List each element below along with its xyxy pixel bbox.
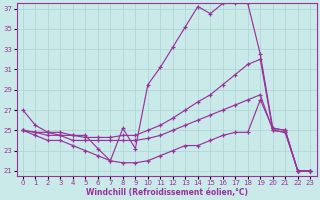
X-axis label: Windchill (Refroidissement éolien,°C): Windchill (Refroidissement éolien,°C) (85, 188, 248, 197)
